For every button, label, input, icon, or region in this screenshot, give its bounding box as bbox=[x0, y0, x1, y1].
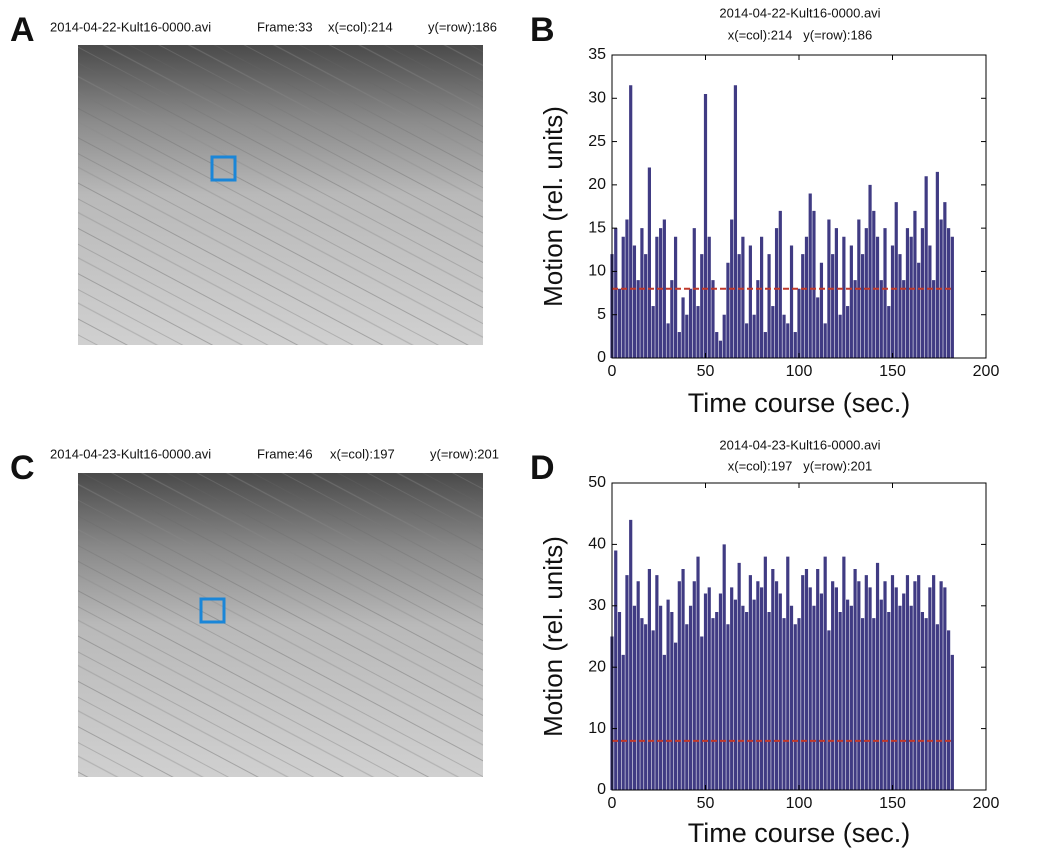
row: y(=row):201 bbox=[430, 446, 499, 461]
x-tick-label: 150 bbox=[879, 363, 906, 380]
y-tick-label: 30 bbox=[588, 90, 606, 107]
x-tick-label: 100 bbox=[786, 363, 813, 380]
panel-letter: A bbox=[10, 11, 35, 49]
col: x(=col):197 bbox=[330, 446, 395, 461]
frame: Frame:46 bbox=[257, 446, 313, 461]
y-tick-label: 40 bbox=[588, 536, 606, 553]
y-tick-label: 15 bbox=[588, 219, 606, 236]
y-tick-label: 0 bbox=[597, 781, 606, 798]
panel-letter: D bbox=[530, 449, 555, 487]
y-tick-label: 50 bbox=[588, 474, 606, 491]
x-axis-label: Time course (sec.) bbox=[688, 388, 911, 418]
y-tick-label: 10 bbox=[588, 263, 606, 280]
chart-title: 2014-04-22-Kult16-0000.avi bbox=[719, 5, 880, 20]
y-tick-label: 20 bbox=[588, 658, 606, 675]
y-tick-label: 10 bbox=[588, 720, 606, 737]
micrograph-texture bbox=[78, 45, 483, 345]
chart-subtitle: x(=col):214 y(=row):186 bbox=[728, 27, 873, 42]
y-tick-label: 35 bbox=[588, 46, 606, 63]
x-tick-label: 50 bbox=[697, 363, 715, 380]
panel-letter: B bbox=[530, 11, 555, 49]
x-tick-label: 0 bbox=[608, 363, 617, 380]
col: x(=col):214 bbox=[328, 19, 393, 34]
y-tick-label: 25 bbox=[588, 133, 606, 150]
x-tick-label: 150 bbox=[879, 795, 906, 812]
x-tick-label: 200 bbox=[973, 363, 1000, 380]
y-tick-label: 30 bbox=[588, 597, 606, 614]
y-tick-label: 0 bbox=[597, 349, 606, 366]
file-name: 2014-04-22-Kult16-0000.avi bbox=[50, 19, 211, 34]
micrograph-texture bbox=[78, 473, 483, 777]
y-axis-label: Motion (rel. units) bbox=[538, 536, 568, 737]
y-tick-label: 5 bbox=[597, 306, 606, 323]
y-axis-label: Motion (rel. units) bbox=[538, 106, 568, 307]
roi-box bbox=[210, 155, 237, 182]
x-tick-label: 100 bbox=[786, 795, 813, 812]
x-tick-label: 50 bbox=[697, 795, 715, 812]
panel-letter: C bbox=[10, 449, 35, 487]
x-axis-label: Time course (sec.) bbox=[688, 818, 911, 848]
x-tick-label: 200 bbox=[973, 795, 1000, 812]
roi-box bbox=[199, 597, 226, 624]
file-name: 2014-04-23-Kult16-0000.avi bbox=[50, 446, 211, 461]
y-tick-label: 20 bbox=[588, 176, 606, 193]
row: y(=row):186 bbox=[428, 19, 497, 34]
chart-subtitle: x(=col):197 y(=row):201 bbox=[728, 458, 873, 473]
chart-title: 2014-04-23-Kult16-0000.avi bbox=[719, 437, 880, 452]
frame: Frame:33 bbox=[257, 19, 313, 34]
x-tick-label: 0 bbox=[608, 795, 617, 812]
